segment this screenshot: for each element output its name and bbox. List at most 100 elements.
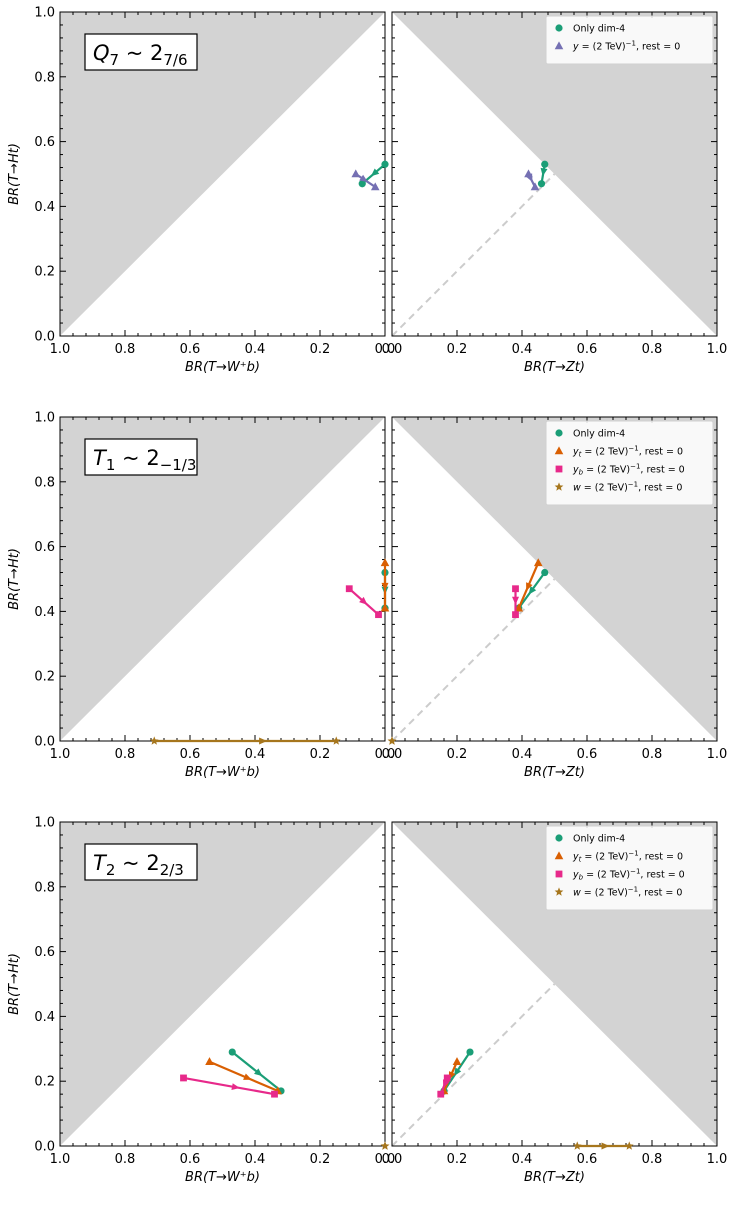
x-tick-label: 0.4 xyxy=(245,342,266,357)
legend: Only dim-4 yt = (2 TeV)−1, rest = 0 yb = (… xyxy=(545,825,714,911)
data-point xyxy=(380,603,390,612)
x-tick-label: 0.0 xyxy=(382,747,403,762)
x-tick-label: 0.0 xyxy=(375,747,396,762)
series-w xyxy=(149,736,397,745)
x-tick-label: 1.0 xyxy=(707,747,728,762)
left-excluded-region xyxy=(60,417,385,741)
right-yb-arrowhead xyxy=(512,596,519,605)
series-yb xyxy=(345,585,519,619)
diagonal-reference-line xyxy=(391,173,556,337)
x-tick-label: 0.4 xyxy=(512,1152,533,1167)
data-point xyxy=(375,611,382,619)
data-point xyxy=(466,1048,474,1056)
left-yt-segment xyxy=(208,1060,279,1093)
right-axes-frame xyxy=(391,821,718,1147)
chart-row-2: 1.0 0.8 0.6 0.4 0.2 0.00.0 0.2 0.4 0.6 0.8 1.00.00… xyxy=(7,411,727,781)
x-tick-label: 0.2 xyxy=(310,1152,331,1167)
left-dim4-arrowhead xyxy=(254,1068,263,1077)
y-tick-label: 0.2 xyxy=(34,670,55,685)
representation-label-box xyxy=(84,438,198,476)
y-tick-label: 0.2 xyxy=(34,265,55,280)
series-dim4 xyxy=(358,160,549,188)
series-w xyxy=(380,1141,634,1150)
representation-label: Q7 ~ 27/6 xyxy=(93,41,188,69)
data-point xyxy=(380,558,390,567)
legend-label: w = (2 TeV)−1, rest = 0 xyxy=(573,886,682,899)
legend-marker xyxy=(555,429,563,437)
chart-row-3: 1.0 0.8 0.6 0.4 0.2 0.00.0 0.2 0.4 0.6 0.8 1.00.00… xyxy=(7,816,727,1186)
x-tick-label: 0.8 xyxy=(642,747,663,762)
y-tick-label: 0.6 xyxy=(34,135,55,150)
data-point xyxy=(512,611,519,619)
data-point xyxy=(624,1141,634,1150)
y-axis-label: BR(T→Ht) xyxy=(7,953,22,1015)
x-tick-label: 0.8 xyxy=(115,1152,136,1167)
left-yb-segment xyxy=(182,1076,276,1096)
legend-marker xyxy=(555,870,563,878)
x-tick-label: 1.0 xyxy=(50,747,71,762)
x-tick-label: 0.4 xyxy=(245,747,266,762)
legend-marker xyxy=(555,834,563,842)
right-dim4-arrowhead xyxy=(453,1067,462,1077)
left-w-arrowhead xyxy=(259,737,268,745)
x-tick-label: 1.0 xyxy=(50,342,71,357)
series-dim4 xyxy=(228,1048,474,1095)
legend-box xyxy=(545,15,714,65)
left-x-axis-label: BR(T→W⁺b) xyxy=(185,765,260,780)
legend-box xyxy=(545,420,714,506)
data-point xyxy=(533,558,543,567)
data-point xyxy=(541,568,549,577)
legend-label: yb = (2 TeV)−1, rest = 0 xyxy=(572,868,685,882)
data-point xyxy=(524,169,533,178)
left-axes-frame xyxy=(59,821,386,1147)
data-point xyxy=(370,182,380,191)
x-tick-label: 1.0 xyxy=(707,342,728,357)
left-excluded-region xyxy=(60,12,385,336)
legend-marker xyxy=(554,851,564,860)
x-tick-label: 0.4 xyxy=(512,342,533,357)
left-dim4-arrowhead xyxy=(370,168,380,177)
data-point xyxy=(345,585,353,593)
representation-label: T1 ~ 2−1/3 xyxy=(93,446,196,474)
data-point xyxy=(380,1141,390,1150)
x-tick-label: 0.2 xyxy=(310,342,331,357)
y-tick-label: 0.0 xyxy=(34,1140,55,1155)
y-tick-label: 0.2 xyxy=(34,1075,55,1090)
left-excluded-region xyxy=(60,822,385,1146)
x-tick-label: 0.0 xyxy=(375,342,396,357)
data-point xyxy=(541,160,549,168)
series-yb xyxy=(180,1074,451,1098)
right-x-axis-label: BR(T→Zt) xyxy=(524,765,585,780)
x-tick-label: 0.4 xyxy=(245,1152,266,1167)
y-tick-label: 0.6 xyxy=(34,540,55,555)
right-axes-frame xyxy=(391,11,718,337)
y-tick-label: 0.0 xyxy=(34,735,55,750)
representation-label: T2 ~ 22/3 xyxy=(93,851,184,879)
series-yt xyxy=(380,558,543,612)
x-tick-label: 0.4 xyxy=(512,747,533,762)
y-tick-label: 0.0 xyxy=(34,330,55,345)
y-tick-label: 0.8 xyxy=(34,475,55,490)
legend-marker xyxy=(554,887,564,896)
y-tick-label: 1.0 xyxy=(34,411,55,426)
legend-marker xyxy=(554,446,564,455)
chart-row-1: 1.0 0.8 0.6 0.4 0.2 0.00.0 0.2 0.4 0.6 0.8 1.00.00… xyxy=(7,6,727,376)
data-point xyxy=(530,182,540,191)
x-tick-label: 0.8 xyxy=(115,342,136,357)
x-tick-label: 0.6 xyxy=(577,342,598,357)
left-yb-arrowhead xyxy=(231,1083,240,1090)
data-point xyxy=(149,736,159,745)
x-tick-label: 0.8 xyxy=(642,1152,663,1167)
y-tick-label: 1.0 xyxy=(34,6,55,21)
y-tick-label: 0.4 xyxy=(34,200,55,215)
legend-label: yt = (2 TeV)−1, rest = 0 xyxy=(572,445,683,459)
legend-label: yt = (2 TeV)−1, rest = 0 xyxy=(572,850,683,864)
x-tick-label: 0.2 xyxy=(447,1152,468,1167)
y-tick-label: 0.8 xyxy=(34,70,55,85)
data-point xyxy=(572,1141,582,1150)
data-point xyxy=(228,1048,236,1056)
legend-label: yb = (2 TeV)−1, rest = 0 xyxy=(572,463,685,477)
legend-marker xyxy=(555,465,563,473)
right-dim4-arrowhead xyxy=(540,167,548,177)
